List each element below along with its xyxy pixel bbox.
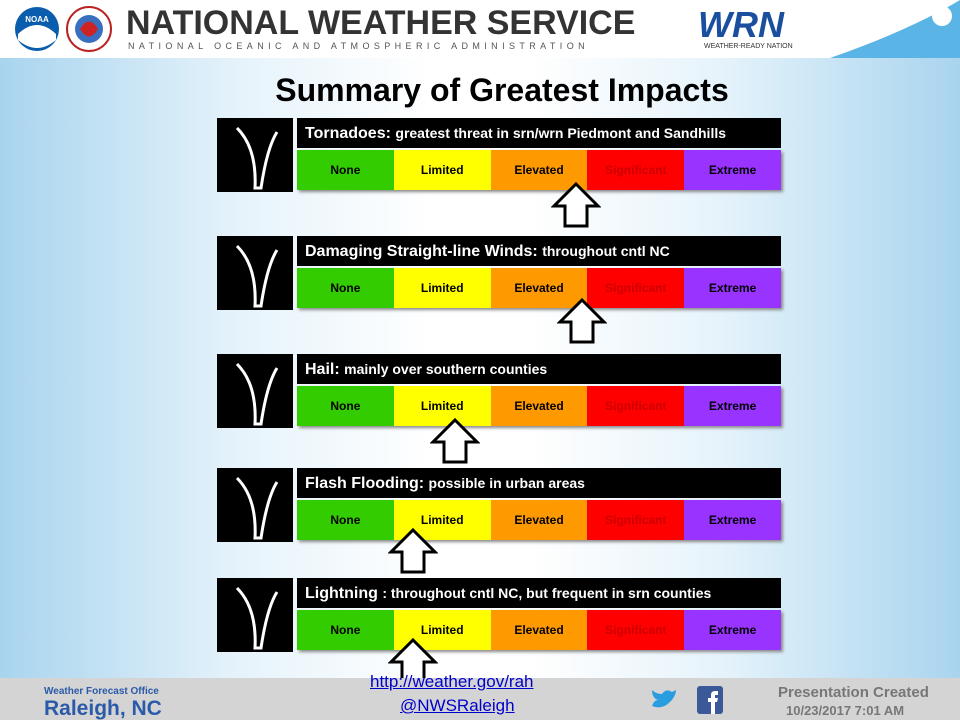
hazard-name: Lightning	[305, 585, 378, 602]
level-arrow	[550, 181, 602, 228]
hazard-name: Damaging Straight-line Winds:	[305, 243, 538, 260]
hazard-header: Lightning : throughout cntl NC, but freq…	[297, 578, 781, 608]
website-link[interactable]: http://weather.gov/rah	[370, 672, 534, 691]
impact-level: Significant	[587, 150, 685, 190]
created-label: Presentation Created	[778, 684, 929, 701]
impact-level: Elevated	[490, 500, 588, 540]
hazard-header: Hail: mainly over southern counties	[297, 354, 781, 384]
impact-level: Significant	[587, 386, 685, 426]
office-city: Raleigh, NC	[44, 697, 162, 720]
hazard-detail: possible in urban areas	[428, 475, 585, 491]
hazard-name: Flash Flooding:	[305, 475, 425, 492]
hazard-detail: throughout cntl NC	[542, 243, 670, 259]
impact-level: Limited	[393, 268, 491, 308]
noaa-text: NOAA	[25, 15, 49, 24]
hazard-name: Hail:	[305, 361, 340, 378]
hazard-header: Damaging Straight-line Winds: throughout…	[297, 236, 781, 266]
impact-level: None	[297, 386, 394, 426]
impact-level: Extreme	[684, 150, 781, 190]
hazard-icon	[217, 578, 293, 652]
hazard-name: Tornadoes:	[305, 125, 391, 142]
hazard-detail: greatest threat in srn/wrn Piedmont and …	[395, 125, 727, 141]
footer: Weather Forecast Office Raleigh, NC http…	[0, 672, 960, 720]
nws-logo	[66, 6, 112, 52]
impact-level: Limited	[393, 386, 491, 426]
office-label: Weather Forecast Office	[44, 686, 159, 697]
facebook-icon[interactable]	[697, 686, 723, 714]
hazard-detail: mainly over southern counties	[344, 361, 548, 377]
header-swoosh	[830, 0, 960, 58]
hazard-icon	[217, 354, 293, 428]
wrn-logo: WRN	[698, 4, 784, 45]
impact-level: None	[297, 500, 394, 540]
impact-level: None	[297, 150, 394, 190]
impact-level: Limited	[393, 150, 491, 190]
impact-level: Elevated	[490, 268, 588, 308]
impact-level: Extreme	[684, 500, 781, 540]
twitter-handle[interactable]: @NWSRaleigh	[400, 696, 515, 715]
twitter-icon[interactable]	[650, 688, 678, 712]
impact-scale: None Limited Elevated Significant Extreme	[297, 500, 781, 540]
header-subtitle: NATIONAL OCEANIC AND ATMOSPHERIC ADMINIS…	[128, 41, 589, 51]
impact-level: Elevated	[490, 610, 588, 650]
impact-scale: None Limited Elevated Significant Extreme	[297, 386, 781, 426]
impact-scale: None Limited Elevated Significant Extreme	[297, 268, 781, 308]
impact-scale: None Limited Elevated Significant Extreme	[297, 150, 781, 190]
hazard-header: Tornadoes: greatest threat in srn/wrn Pi…	[297, 118, 781, 148]
level-arrow	[387, 527, 439, 574]
hazard-icon	[217, 236, 293, 310]
slide-title: Summary of Greatest Impacts	[275, 72, 729, 108]
noaa-logo: NOAA	[15, 7, 59, 51]
level-arrow	[556, 297, 608, 344]
level-arrow	[429, 417, 481, 464]
impact-level: Elevated	[490, 386, 588, 426]
header-title: NATIONAL WEATHER SERVICE	[126, 4, 636, 42]
impact-level: Elevated	[490, 150, 588, 190]
impact-level: Significant	[587, 610, 685, 650]
impact-level: Significant	[587, 268, 685, 308]
impact-level: None	[297, 268, 394, 308]
header: NOAA NATIONAL WEATHER SERVICE NATIONAL O…	[0, 0, 960, 58]
impact-level: Extreme	[684, 386, 781, 426]
wrn-subtitle: WEATHER-READY NATION	[704, 43, 793, 50]
hazard-header: Flash Flooding: possible in urban areas	[297, 468, 781, 498]
impact-level: Extreme	[684, 610, 781, 650]
impact-level: Extreme	[684, 268, 781, 308]
hazard-icon	[217, 118, 293, 192]
impact-level: None	[297, 610, 394, 650]
hazard-detail: : throughout cntl NC, but frequent in sr…	[382, 585, 712, 601]
created-date: 10/23/2017 7:01 AM	[786, 703, 905, 718]
hazard-icon	[217, 468, 293, 542]
impact-level: Significant	[587, 500, 685, 540]
impact-scale: None Limited Elevated Significant Extreme	[297, 610, 781, 650]
